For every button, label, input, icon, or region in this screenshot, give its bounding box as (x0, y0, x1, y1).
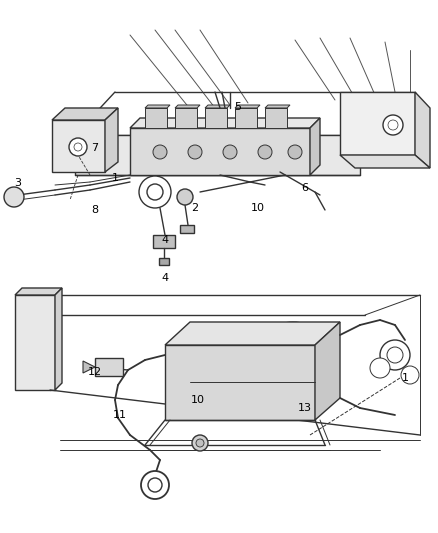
Circle shape (4, 187, 24, 207)
Text: 10: 10 (191, 395, 205, 405)
Polygon shape (52, 120, 105, 172)
Polygon shape (52, 108, 118, 120)
Polygon shape (145, 108, 166, 128)
Text: 2: 2 (191, 203, 198, 213)
Text: 5: 5 (234, 102, 241, 112)
Text: 10: 10 (251, 203, 265, 213)
Text: 7: 7 (91, 143, 99, 153)
Circle shape (382, 115, 402, 135)
Circle shape (258, 145, 272, 159)
Circle shape (69, 138, 87, 156)
Text: 1: 1 (401, 373, 408, 383)
Text: 3: 3 (14, 178, 21, 188)
Polygon shape (105, 108, 118, 172)
Text: 6: 6 (301, 183, 308, 193)
Polygon shape (153, 235, 175, 248)
Circle shape (147, 184, 162, 200)
Circle shape (379, 340, 409, 370)
Text: 13: 13 (297, 403, 311, 413)
Text: 1: 1 (111, 173, 118, 183)
Polygon shape (130, 128, 309, 175)
Polygon shape (165, 322, 339, 345)
Circle shape (177, 189, 193, 205)
Circle shape (195, 439, 204, 447)
Polygon shape (130, 118, 319, 128)
Circle shape (139, 176, 171, 208)
Text: 4: 4 (161, 273, 168, 283)
Polygon shape (205, 108, 226, 128)
Text: 12: 12 (88, 367, 102, 377)
Circle shape (400, 366, 418, 384)
Bar (95, 358, 123, 376)
Ellipse shape (275, 322, 310, 334)
Polygon shape (339, 155, 429, 168)
Circle shape (223, 145, 237, 159)
Polygon shape (165, 345, 314, 420)
Polygon shape (314, 322, 339, 420)
Text: 8: 8 (91, 205, 99, 215)
Polygon shape (205, 105, 230, 108)
Polygon shape (159, 258, 169, 265)
Polygon shape (175, 108, 197, 128)
Circle shape (187, 145, 201, 159)
Circle shape (74, 143, 82, 151)
Circle shape (369, 358, 389, 378)
Polygon shape (265, 108, 286, 128)
Polygon shape (175, 105, 200, 108)
Polygon shape (75, 135, 359, 175)
Text: 11: 11 (113, 410, 127, 420)
Circle shape (141, 471, 169, 499)
Text: 4: 4 (161, 235, 168, 245)
Circle shape (153, 145, 166, 159)
Polygon shape (234, 108, 256, 128)
Circle shape (387, 120, 397, 130)
Polygon shape (15, 288, 62, 295)
Polygon shape (234, 105, 259, 108)
Polygon shape (309, 118, 319, 175)
Circle shape (148, 478, 162, 492)
Circle shape (287, 145, 301, 159)
Circle shape (386, 347, 402, 363)
Polygon shape (145, 105, 170, 108)
Polygon shape (339, 92, 414, 155)
Polygon shape (180, 225, 194, 233)
Polygon shape (265, 105, 290, 108)
Polygon shape (414, 92, 429, 168)
Polygon shape (15, 295, 55, 390)
Circle shape (191, 435, 208, 451)
Polygon shape (8, 192, 18, 202)
Polygon shape (83, 361, 95, 373)
Polygon shape (55, 288, 62, 390)
Ellipse shape (215, 326, 250, 338)
